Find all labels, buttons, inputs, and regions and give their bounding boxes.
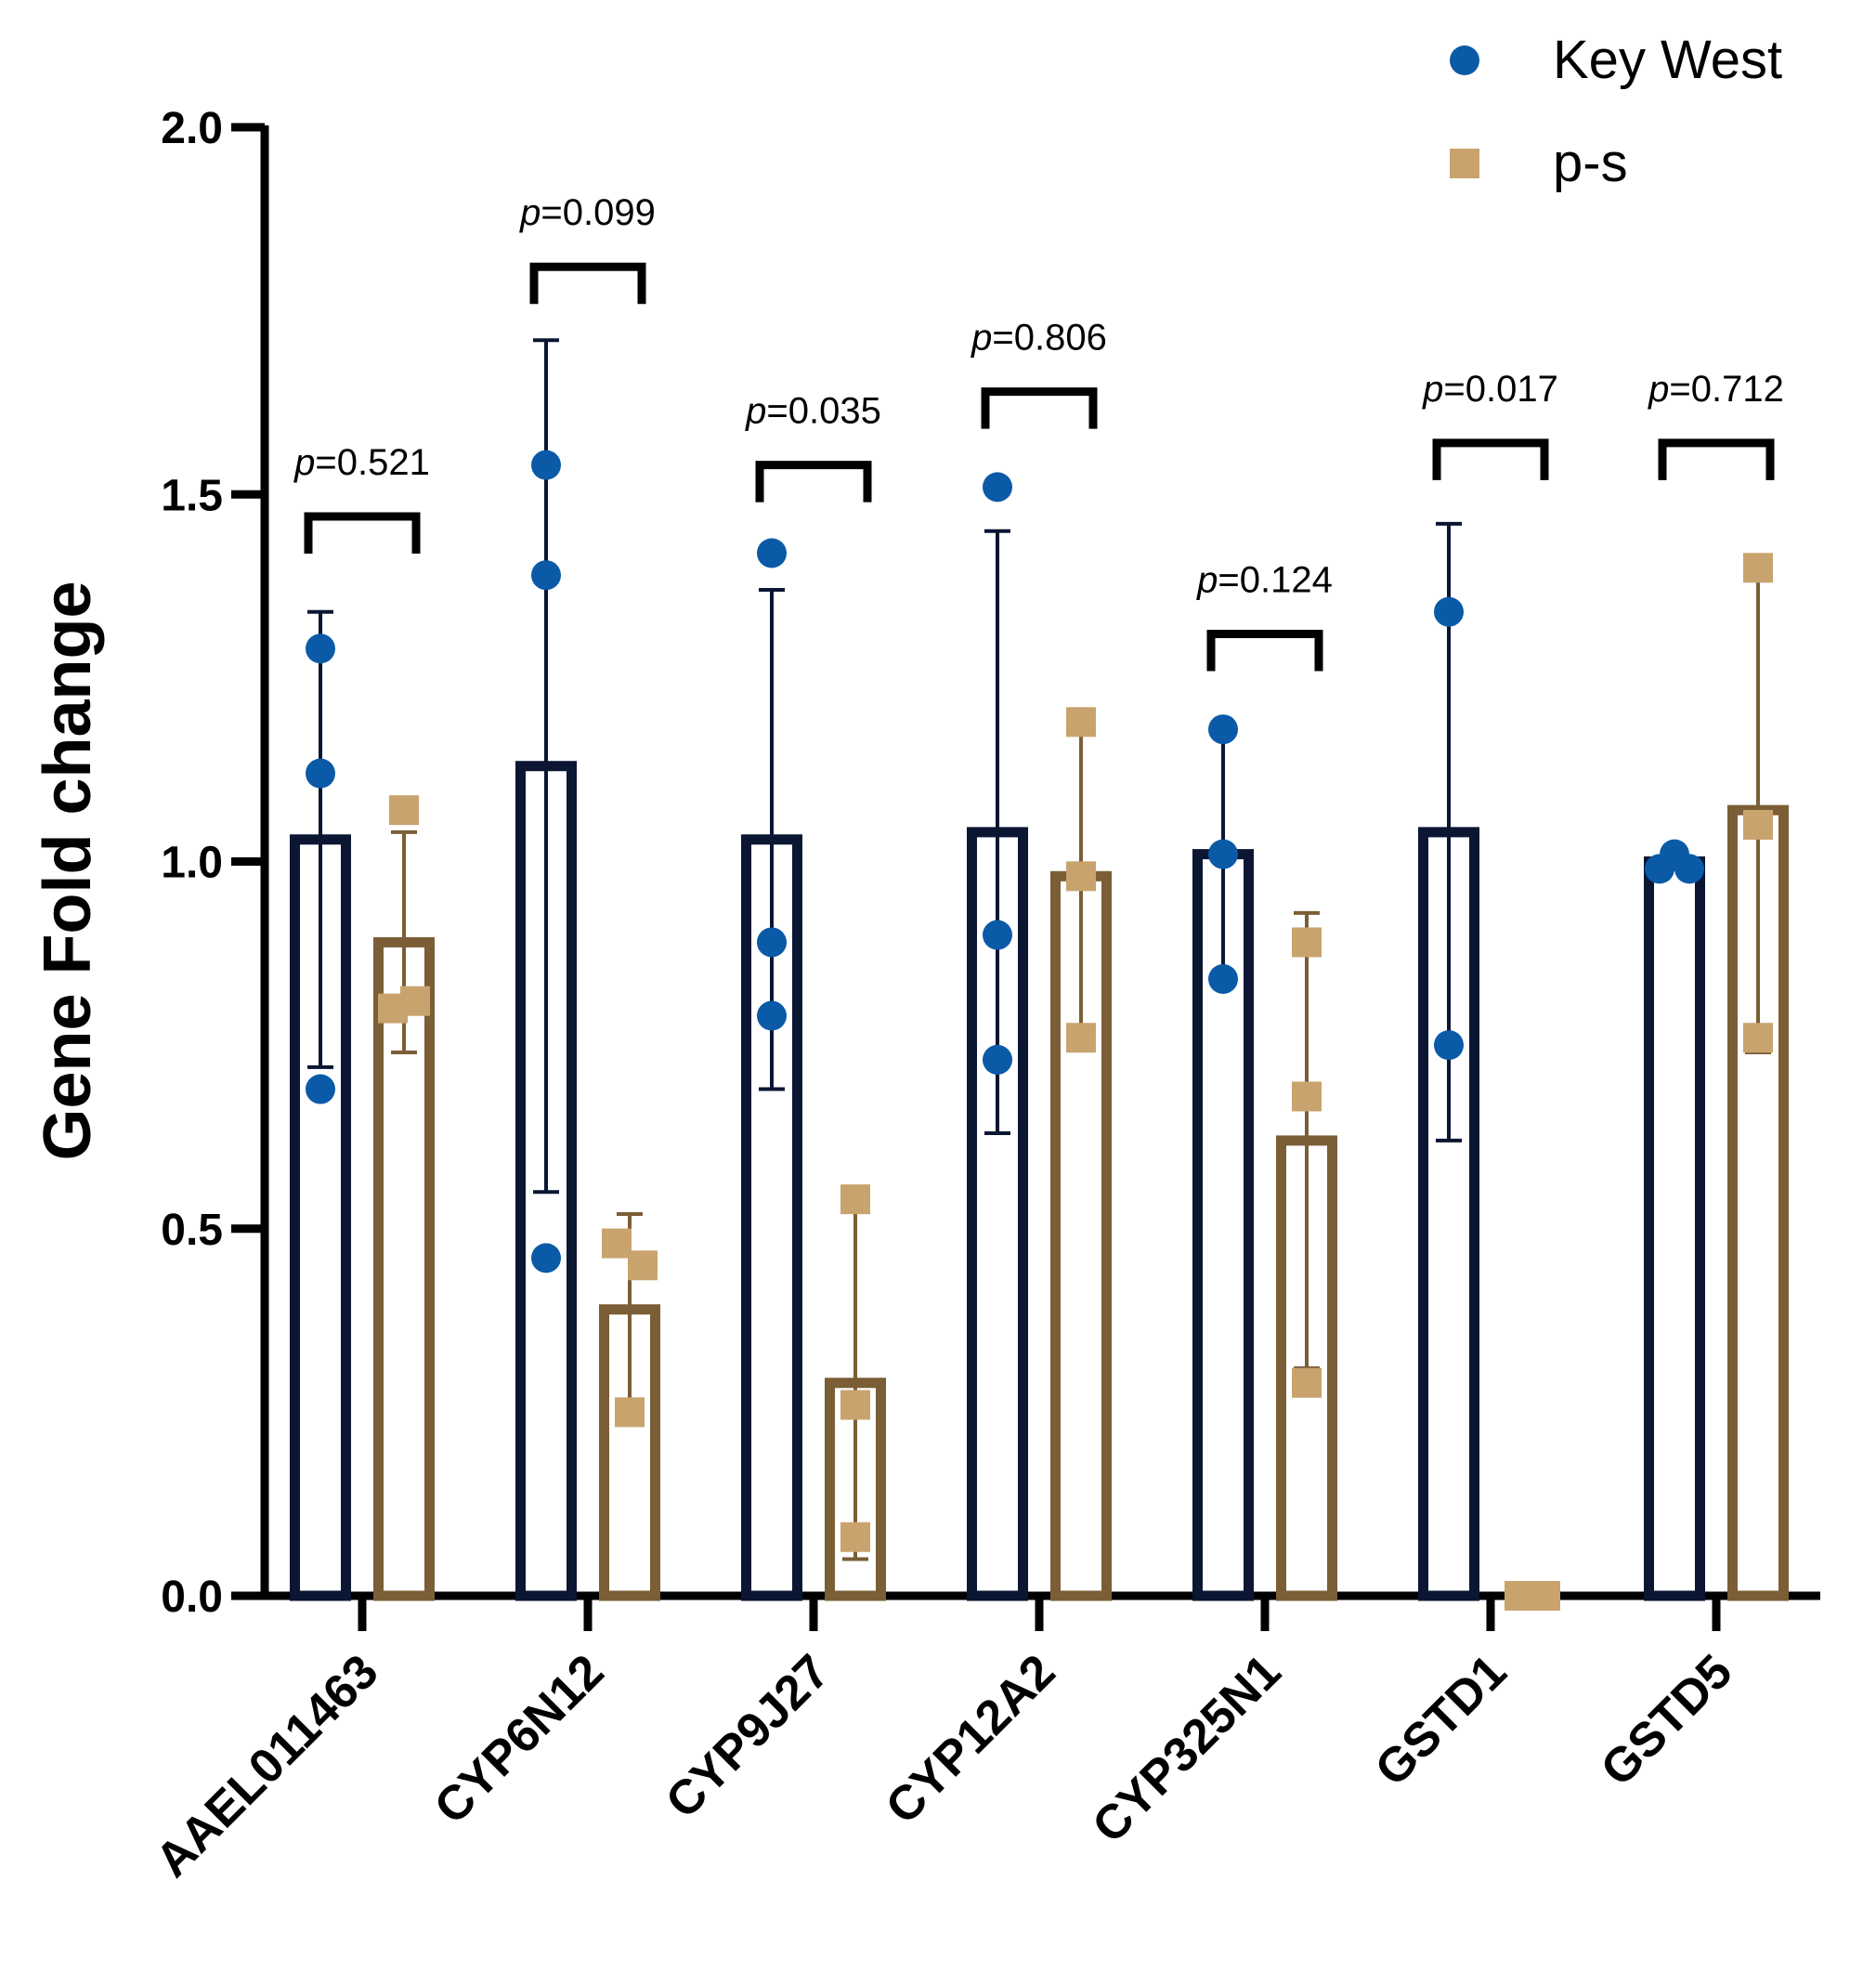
y-tick-label: 0.5 xyxy=(161,1206,223,1255)
p-symbol: p xyxy=(293,442,315,483)
p-value-label: p=0.806 xyxy=(971,318,1107,359)
data-point-p-s xyxy=(840,1184,870,1215)
data-point-p-s xyxy=(840,1390,870,1420)
p-value: =0.035 xyxy=(766,391,880,432)
p-value-label: p=0.124 xyxy=(1196,559,1333,600)
data-point-p-s xyxy=(1743,1023,1773,1053)
x-tick-label: GSTD5 xyxy=(1591,1644,1743,1796)
p-value: =0.124 xyxy=(1218,559,1332,600)
x-tick-label: CYP6N12 xyxy=(424,1644,615,1835)
significance-bracket xyxy=(529,262,646,305)
p-symbol: p xyxy=(1422,369,1443,410)
legend-marker-key-west xyxy=(1450,46,1479,75)
data-point-p-s xyxy=(378,993,408,1024)
data-point-p-s xyxy=(615,1397,645,1428)
data-point-key-west xyxy=(983,1044,1012,1075)
y-tick-label: 1.5 xyxy=(161,471,223,520)
significance-bracket xyxy=(981,387,1098,429)
x-tick-label: CYP12A2 xyxy=(876,1644,1066,1835)
data-point-p-s xyxy=(1066,861,1096,892)
data-point-p-s xyxy=(1743,553,1773,583)
p-value-label: p=0.017 xyxy=(1422,369,1558,410)
data-point-key-west xyxy=(531,1243,561,1273)
bars xyxy=(290,338,1789,1601)
p-value: =0.017 xyxy=(1443,369,1557,410)
bar xyxy=(967,827,1028,1601)
data-point-key-west xyxy=(531,560,561,591)
data-point-key-west xyxy=(983,920,1012,950)
significance-bracket xyxy=(1206,629,1323,672)
p-value: =0.521 xyxy=(315,442,429,483)
data-point-key-west xyxy=(306,1074,335,1104)
data-point-key-west xyxy=(757,538,787,568)
p-symbol: p xyxy=(1648,369,1669,410)
y-tick-label: 1.0 xyxy=(161,839,223,888)
p-symbol: p xyxy=(1196,559,1218,600)
data-point-key-west xyxy=(1674,854,1704,884)
p-value-label: p=0.521 xyxy=(293,442,430,483)
data-point-p-s xyxy=(1066,707,1096,738)
legend-label-p-s: p-s xyxy=(1553,133,1628,193)
significance-bracket xyxy=(304,512,421,554)
data-point-key-west xyxy=(1208,714,1238,745)
y-tick-label: 2.0 xyxy=(161,104,223,153)
p-symbol: p xyxy=(519,192,541,233)
x-tick-label: CYP325N1 xyxy=(1083,1644,1292,1853)
p-value-label: p=0.712 xyxy=(1648,369,1784,410)
data-point-p-s xyxy=(1531,1581,1560,1611)
data-point-p-s xyxy=(389,795,419,826)
legend: Key West p-s xyxy=(1450,30,1782,193)
data-point-key-west xyxy=(306,633,335,664)
p-value-label: p=0.099 xyxy=(519,192,656,233)
p-value: =0.712 xyxy=(1669,369,1783,410)
y-tick-label: 0.0 xyxy=(161,1573,223,1622)
data-point-key-west xyxy=(1208,963,1238,994)
data-point-key-west xyxy=(306,758,335,789)
data-point-key-west xyxy=(757,927,787,958)
legend-label-key-west: Key West xyxy=(1553,30,1782,90)
data-point-key-west xyxy=(983,472,1012,503)
data-point-p-s xyxy=(602,1228,632,1259)
bar xyxy=(1644,856,1705,1601)
p-value: =0.806 xyxy=(992,318,1106,359)
data-point-p-s xyxy=(1743,809,1773,840)
data-point-p-s xyxy=(628,1250,658,1281)
y-axis-label: Gene Fold change xyxy=(31,581,105,1160)
significance-bracket xyxy=(755,461,872,503)
data-point-key-west xyxy=(757,1000,787,1031)
x-tick-label: AAEL011463 xyxy=(146,1644,389,1887)
data-point-p-s xyxy=(1292,1367,1322,1398)
data-point-key-west xyxy=(531,450,561,480)
significance-bracket xyxy=(1432,438,1549,480)
significance-bracket xyxy=(1658,438,1775,480)
points xyxy=(306,450,1773,1611)
data-point-key-west xyxy=(1434,596,1464,627)
data-point-p-s xyxy=(840,1521,870,1552)
p-value: =0.099 xyxy=(541,192,655,233)
x-tick-label: CYP9J27 xyxy=(656,1644,840,1828)
p-symbol: p xyxy=(745,391,766,432)
annotations: p=0.521p=0.099p=0.035p=0.806p=0.124p=0.0… xyxy=(293,192,1784,672)
legend-marker-p-s xyxy=(1450,149,1479,178)
data-point-p-s xyxy=(1292,1081,1322,1112)
data-point-p-s xyxy=(1292,927,1322,958)
data-point-key-west xyxy=(1208,839,1238,869)
p-symbol: p xyxy=(971,318,992,359)
p-value-label: p=0.035 xyxy=(745,391,881,432)
data-point-key-west xyxy=(1434,1030,1464,1061)
data-point-p-s xyxy=(1066,1023,1096,1053)
x-tick-label: GSTD1 xyxy=(1365,1644,1518,1796)
